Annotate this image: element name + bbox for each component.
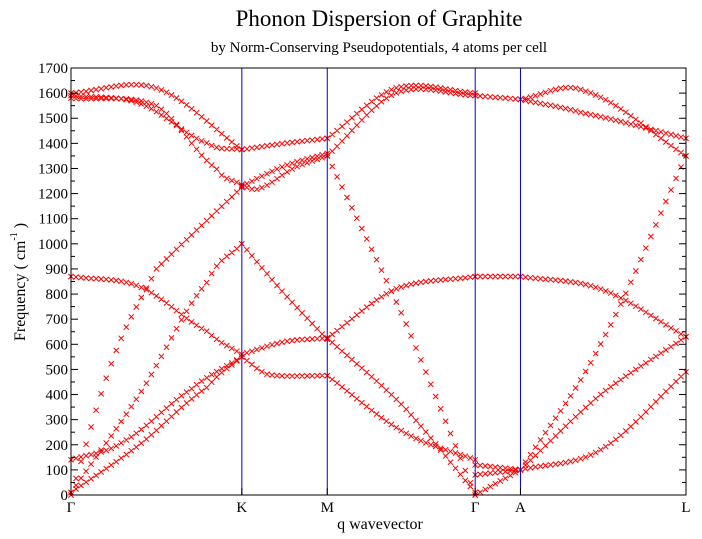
x-axis-label: q wavevector <box>337 516 423 533</box>
y-tick-label: 1400 <box>38 136 68 152</box>
data-point-marks <box>68 95 245 188</box>
x-tick-label: A <box>515 500 526 516</box>
data-point-marks <box>238 353 331 380</box>
data-point-marks <box>238 240 331 343</box>
series-markers <box>68 92 245 153</box>
series-markers <box>68 273 245 358</box>
data-point-marks <box>324 372 479 463</box>
y-tick-label: 1200 <box>38 187 68 203</box>
y-tick-label: 500 <box>46 362 69 378</box>
data-point-marks <box>68 81 245 153</box>
chart-subtitle: by Norm-Conserving Pseudopotentials, 4 a… <box>211 40 547 56</box>
y-axis-label-sup: -1 <box>9 232 20 240</box>
y-tick-label: 800 <box>46 287 69 303</box>
series-markers <box>238 152 331 193</box>
y-tick-label: 1600 <box>38 86 68 102</box>
y-tick-label: 900 <box>46 262 69 278</box>
data-point-marks <box>324 152 479 498</box>
series-markers <box>517 96 689 142</box>
x-tick-label: Γ <box>67 500 76 516</box>
symmetry-lines <box>241 68 521 495</box>
y-tick-label: 700 <box>46 312 69 328</box>
series-markers <box>68 95 245 188</box>
y-tick-label: 600 <box>46 337 69 353</box>
series-markers <box>68 240 245 496</box>
series-markers <box>324 273 479 341</box>
series-markers <box>68 353 245 496</box>
y-axis-label-main: Frequency ( cm <box>12 240 29 341</box>
x-tick-label: Γ <box>471 500 480 516</box>
series-markers <box>238 353 331 380</box>
data-point-marks <box>238 152 331 193</box>
series-markers <box>238 135 331 153</box>
data-point-marks <box>517 152 689 473</box>
series-markers <box>238 335 331 358</box>
series-markers <box>324 372 479 463</box>
data-point-marks <box>68 353 245 496</box>
data-point-marks <box>68 273 245 358</box>
x-tick-label: L <box>681 500 690 516</box>
data-point-marks <box>517 84 689 159</box>
y-axis-label: Frequency ( cm-1 ) <box>9 223 29 341</box>
series-markers <box>517 84 689 159</box>
data-markers <box>68 81 689 498</box>
series-markers <box>324 152 479 498</box>
plot-frame <box>70 67 687 496</box>
y-tick-label: 1500 <box>38 111 68 127</box>
x-tick-label: K <box>236 500 247 516</box>
data-point-marks <box>238 135 331 153</box>
chart-title: Phonon Dispersion of Graphite <box>236 6 523 31</box>
data-point-marks <box>68 240 245 496</box>
series-markers <box>517 368 689 473</box>
series-markers <box>472 273 524 280</box>
data-point-marks <box>472 273 524 280</box>
y-tick-label: 1100 <box>39 212 68 228</box>
y-tick-label: 1000 <box>38 237 68 253</box>
data-point-marks <box>517 273 689 340</box>
series-markers <box>238 240 331 343</box>
series-markers <box>324 335 479 496</box>
data-point-marks <box>68 92 245 153</box>
series-markers <box>68 81 245 153</box>
series-markers <box>472 92 524 103</box>
y-tick-label: 1700 <box>38 61 68 77</box>
y-tick-label: 1300 <box>38 161 68 177</box>
data-point-marks <box>324 335 479 496</box>
data-point-marks <box>472 466 524 498</box>
data-point-marks <box>472 92 524 103</box>
x-tick-label: M <box>321 500 334 516</box>
series-markers <box>472 466 524 498</box>
y-axis-ticks: 0 100 200 300 400 500 600 700 800 900 1000 1100 1200… <box>38 61 686 504</box>
series-markers <box>517 273 689 340</box>
data-point-marks <box>238 335 331 358</box>
data-point-marks <box>517 368 689 473</box>
y-tick-label: 300 <box>46 413 69 429</box>
y-axis-label-close: ) <box>12 223 29 232</box>
y-tick-label: 200 <box>46 438 69 454</box>
series-markers <box>517 152 689 473</box>
y-tick-label: 100 <box>46 463 69 479</box>
y-tick-label: 0 <box>61 488 69 504</box>
data-point-marks <box>324 273 479 341</box>
y-tick-label: 400 <box>46 388 69 404</box>
data-point-marks <box>517 96 689 142</box>
